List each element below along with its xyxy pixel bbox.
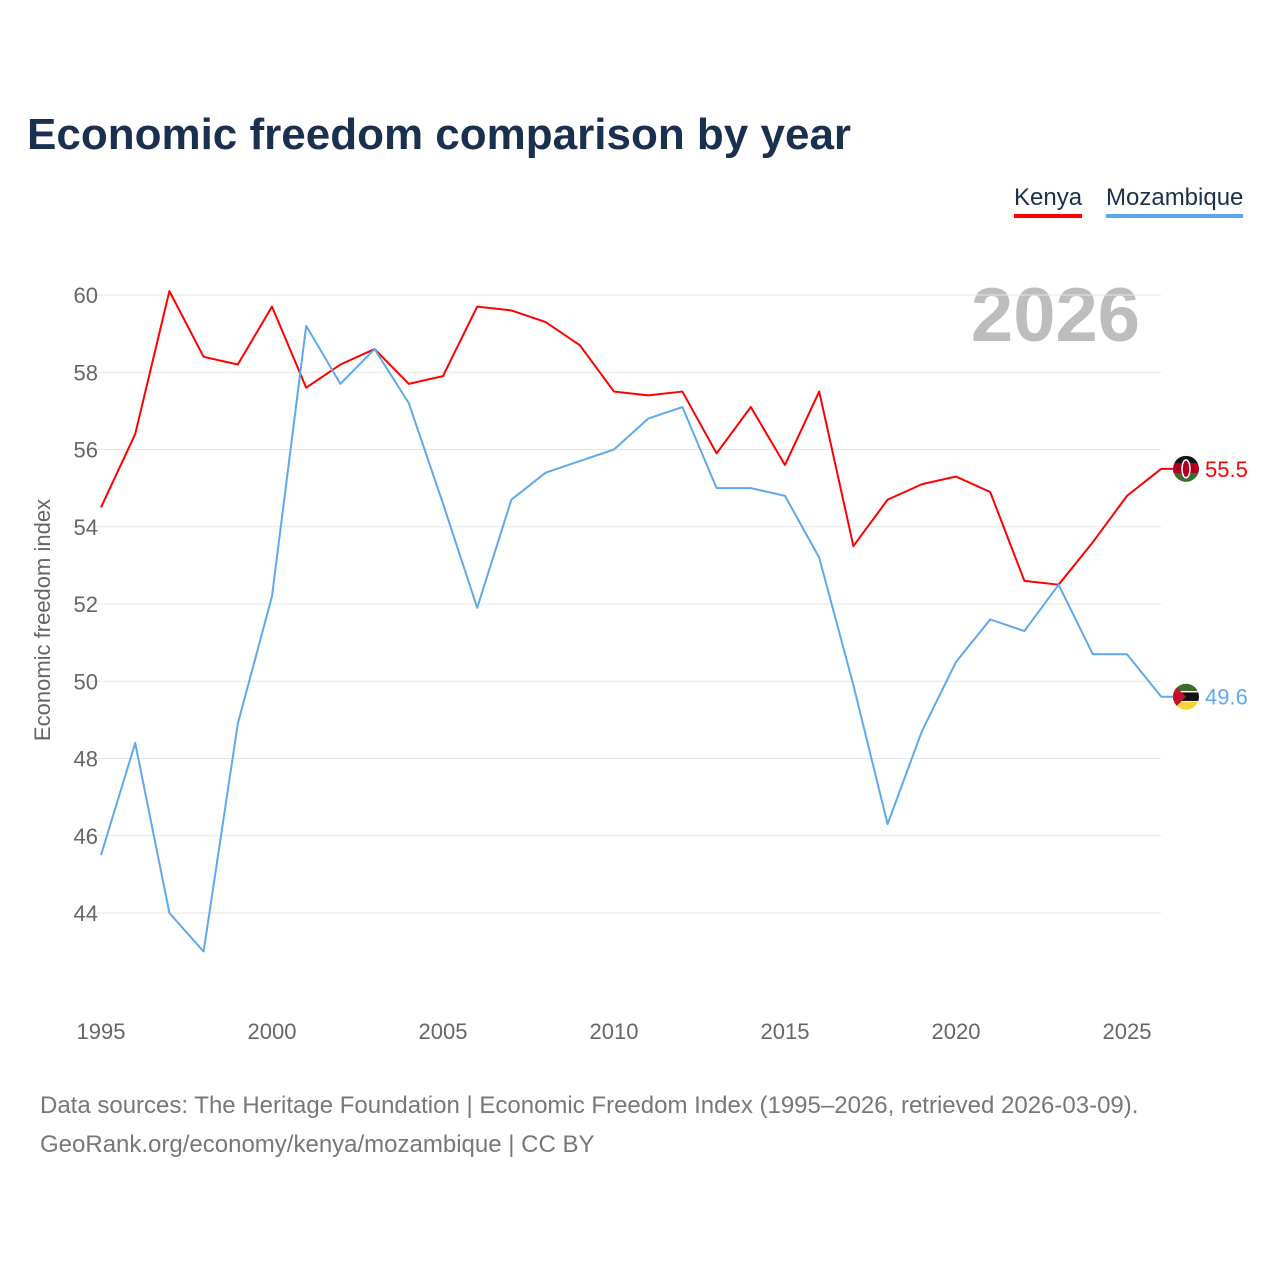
end-value-label: 55.5 bbox=[1205, 457, 1248, 482]
y-tick-label: 44 bbox=[74, 901, 98, 926]
x-tick-label: 2005 bbox=[419, 1019, 468, 1044]
data-source-note: Data sources: The Heritage Foundation | … bbox=[40, 1092, 1139, 1119]
x-tick-label: 2025 bbox=[1103, 1019, 1152, 1044]
y-tick-label: 52 bbox=[74, 592, 98, 617]
flag-mozambique-icon bbox=[1173, 683, 1199, 710]
y-tick-label: 54 bbox=[74, 515, 98, 540]
y-tick-label: 48 bbox=[74, 747, 98, 772]
x-tick-label: 1995 bbox=[77, 1019, 126, 1044]
y-tick-label: 50 bbox=[74, 669, 98, 694]
series-line-kenya bbox=[100, 290, 1162, 586]
y-tick-label: 46 bbox=[74, 824, 98, 849]
x-tick-label: 2010 bbox=[590, 1019, 639, 1044]
y-axis-label: Economic freedom index bbox=[30, 499, 55, 741]
x-tick-label: 2015 bbox=[761, 1019, 810, 1044]
legend-kenya[interactable]: Kenya bbox=[1014, 184, 1083, 218]
y-tick-label: 56 bbox=[74, 438, 98, 463]
end-value-label: 49.6 bbox=[1205, 685, 1248, 710]
y-tick-label: 58 bbox=[74, 360, 98, 385]
x-tick-label: 2020 bbox=[932, 1019, 981, 1044]
footer: Data sources: The Heritage Foundation | … bbox=[40, 1086, 1138, 1164]
y-tick-label: 60 bbox=[74, 283, 98, 308]
flag-kenya-icon bbox=[1173, 455, 1199, 482]
year-watermark: 2026 bbox=[971, 273, 1140, 358]
series-line-mozambique bbox=[100, 324, 1162, 953]
x-tick-label: 2000 bbox=[248, 1019, 297, 1044]
source-link[interactable]: GeoRank.org/economy/kenya/mozambique | C… bbox=[40, 1131, 595, 1158]
chart-title: Economic freedom comparison by year bbox=[27, 110, 852, 159]
legend-mozambique[interactable]: Mozambique bbox=[1106, 184, 1244, 218]
